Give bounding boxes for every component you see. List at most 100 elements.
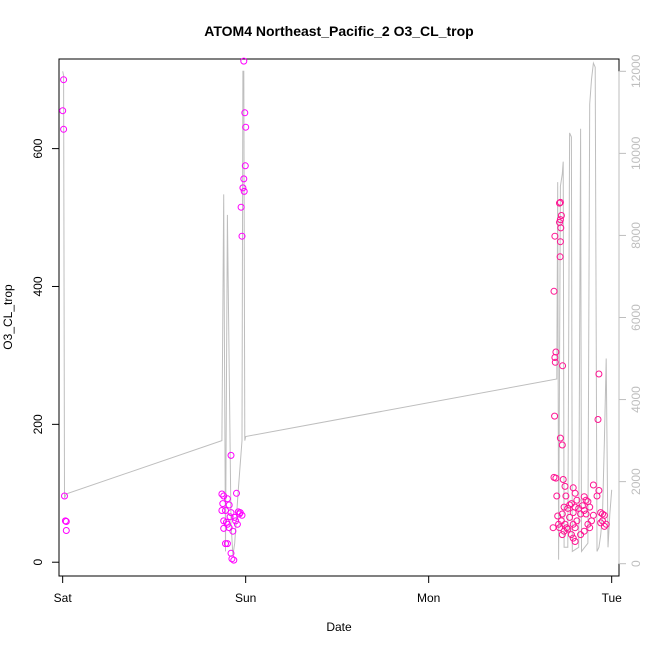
data-point <box>600 522 608 530</box>
y2-tick-label-6000: 6000 <box>629 304 643 331</box>
x-tick-label-mon: Mon <box>417 591 440 605</box>
data-point <box>241 109 249 117</box>
data-point <box>218 490 226 498</box>
data-point <box>233 520 241 528</box>
data-point <box>556 199 563 207</box>
data-point <box>580 527 588 535</box>
data-point <box>588 517 595 525</box>
x-tick-label-tue: Tue <box>602 591 623 605</box>
chart-title: ATOM4 Northeast_Pacific_2 O3_CL_trop <box>204 23 473 39</box>
data-point <box>233 489 240 497</box>
data-point <box>223 540 231 548</box>
y-tick-label-400: 400 <box>31 276 45 296</box>
y-tick-label-200: 200 <box>31 414 45 434</box>
data-point <box>580 493 588 501</box>
data-point <box>569 534 577 542</box>
data-point <box>586 524 594 532</box>
data-point <box>231 513 239 521</box>
data-point <box>556 198 564 206</box>
data-point <box>551 412 559 420</box>
data-point <box>582 510 590 518</box>
data-point <box>580 507 588 514</box>
data-point <box>218 507 226 514</box>
x-tick-label-sat: Sat <box>54 591 73 605</box>
y-tick-label-0: 0 <box>31 559 45 566</box>
data-point <box>240 57 248 65</box>
data-point <box>549 524 557 532</box>
data-point <box>550 287 558 295</box>
x-axis: Sat Sun Mon Tue <box>54 575 623 605</box>
data-point <box>220 524 228 532</box>
data-point <box>559 476 567 483</box>
data-point <box>240 175 248 183</box>
data-point <box>239 184 247 192</box>
data-point <box>61 492 68 500</box>
data-point <box>557 224 565 232</box>
data-point <box>556 253 564 261</box>
data-point <box>223 520 231 528</box>
data-point <box>594 416 602 423</box>
data-point <box>558 531 566 539</box>
y-axis-label: O3_CL_trop <box>1 284 15 350</box>
data-point <box>566 513 574 521</box>
data-point <box>558 510 566 518</box>
data-point <box>595 370 603 378</box>
line-layer <box>62 61 613 560</box>
y2-tick-label-10000: 10000 <box>629 136 643 170</box>
data-point <box>552 474 560 482</box>
data-point <box>554 512 562 520</box>
data-point <box>223 495 231 503</box>
data-point <box>237 203 245 211</box>
data-point <box>230 556 238 564</box>
data-point <box>569 520 577 528</box>
data-point <box>582 496 590 504</box>
y2-tick-label-2000: 2000 <box>629 468 643 495</box>
data-point <box>242 123 250 131</box>
data-point <box>557 212 565 219</box>
data-point <box>578 502 586 510</box>
data-point <box>60 76 68 84</box>
y-axis-right: 0 2000 4000 6000 8000 10000 12000 <box>618 54 643 567</box>
y2-tick-label-8000: 8000 <box>629 222 643 249</box>
data-point <box>238 232 246 240</box>
data-point <box>227 451 235 459</box>
data-point <box>241 162 249 170</box>
y2-tick-label-12000: 12000 <box>629 54 643 88</box>
data-point <box>558 441 566 449</box>
y2-tick-label-0: 0 <box>629 560 643 567</box>
y2-tick-label-4000: 4000 <box>629 386 643 413</box>
data-point <box>584 520 592 528</box>
data-point <box>602 520 610 528</box>
data-point <box>571 489 579 497</box>
data-point <box>593 492 601 500</box>
data-point <box>227 509 235 517</box>
data-point <box>226 513 234 521</box>
data-point <box>564 504 572 512</box>
data-point <box>556 434 564 442</box>
data-point <box>577 531 585 539</box>
data-point <box>569 509 577 517</box>
data-point <box>567 500 575 508</box>
data-point <box>551 232 559 240</box>
data-point <box>232 517 240 525</box>
data-point <box>567 531 575 539</box>
data-point <box>60 125 68 133</box>
x-tick-label-sun: Sun <box>235 591 256 605</box>
data-point <box>225 501 233 509</box>
data-point <box>240 187 248 195</box>
series-line <box>62 61 613 560</box>
data-point <box>229 527 237 535</box>
data-point <box>559 362 567 370</box>
data-point <box>589 481 597 489</box>
data-point <box>228 555 236 563</box>
data-point <box>62 527 70 534</box>
data-point <box>551 358 559 366</box>
data-point <box>571 524 579 532</box>
data-point <box>599 510 606 518</box>
data-point <box>222 540 229 548</box>
data-point <box>59 107 67 115</box>
data-point <box>553 492 561 500</box>
data-point <box>564 525 572 533</box>
data-point <box>238 511 246 519</box>
